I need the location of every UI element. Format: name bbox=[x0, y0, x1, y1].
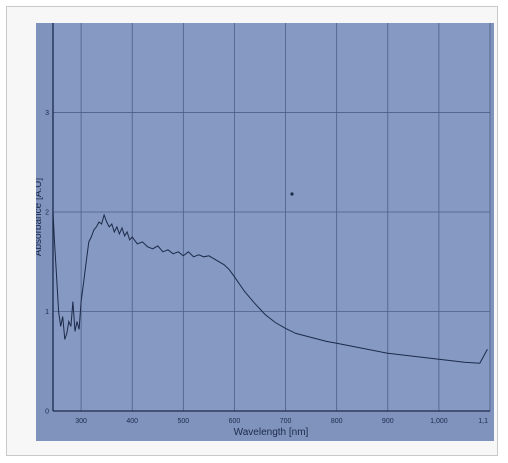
chart-photo: 0 1 2 3 300 400 500 600 700 800 900 1,000 1,1 Wavel… bbox=[36, 23, 494, 441]
x-tick-label: 600 bbox=[229, 418, 241, 425]
x-axis-label: Wavelength [nm] bbox=[234, 427, 309, 438]
absorbance-chart: 0 1 2 3 300 400 500 600 700 800 900 1,000 1,1 Wavel… bbox=[36, 23, 491, 438]
y-tick-labels: 0 1 2 3 bbox=[45, 110, 49, 415]
y-tick-label: 0 bbox=[45, 409, 49, 416]
x-tick-label: 700 bbox=[280, 418, 292, 425]
x-tick-label: 800 bbox=[331, 418, 343, 425]
grid bbox=[53, 23, 491, 411]
series-line bbox=[52, 211, 488, 364]
x-tick-label: 1,000 bbox=[430, 418, 448, 425]
y-axis-label: Absorbance [A.U] bbox=[36, 178, 44, 257]
plot-area bbox=[53, 23, 490, 411]
x-tick-label: 1,1 bbox=[478, 418, 488, 425]
x-tick-label: 900 bbox=[382, 418, 394, 425]
y-tick-label: 3 bbox=[45, 110, 49, 117]
x-tick-labels: 300 400 500 600 700 800 900 1,000 1,1 bbox=[75, 418, 488, 425]
x-tick-label: 300 bbox=[75, 418, 87, 425]
x-tick-label: 500 bbox=[177, 418, 189, 425]
speck-mark bbox=[290, 192, 294, 196]
x-tick-label: 400 bbox=[126, 418, 138, 425]
y-tick-label: 2 bbox=[45, 210, 49, 217]
y-tick-label: 1 bbox=[45, 309, 49, 316]
